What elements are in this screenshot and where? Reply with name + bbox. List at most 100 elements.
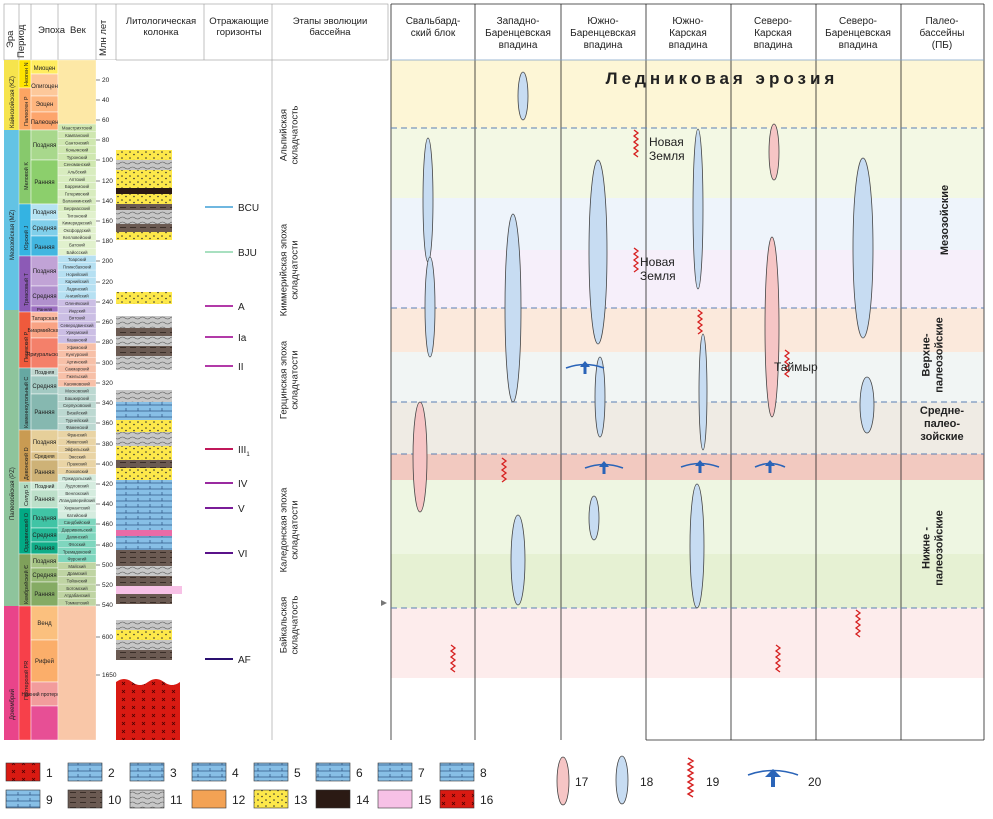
legend-swatch	[67, 762, 103, 782]
band-glacial	[391, 60, 984, 128]
period-label: Меловой K	[23, 162, 30, 190]
stratigraphic-table: Эра Период Эпоха Век Млн лет Литологичес…	[3, 3, 389, 741]
ma-tick: 40	[102, 97, 110, 104]
age-label: Туронский	[67, 155, 88, 160]
era-label: Докембрий	[9, 689, 16, 720]
legend-number: 9	[46, 793, 53, 807]
epoch-label: Ранняя	[37, 307, 53, 312]
legend-swatch	[439, 789, 475, 809]
ma-tick: 240	[102, 299, 113, 306]
blue-lens	[510, 514, 526, 606]
blue-lens	[424, 256, 436, 358]
age-label: Венлокский	[65, 491, 89, 496]
age-label: Ладинский	[66, 286, 88, 291]
lithology-column	[116, 150, 182, 740]
age-label: Уржумский	[66, 330, 88, 335]
blue-lens	[698, 333, 708, 451]
age-label: Пражский	[67, 462, 87, 467]
legend-swatch	[377, 762, 413, 782]
blue-lens	[588, 495, 600, 541]
epoch-label: Ранняя	[34, 546, 54, 552]
age-label: Уфимский	[67, 345, 88, 350]
horizon-label: BJU	[238, 248, 257, 259]
age-label: Норийский	[66, 272, 88, 277]
age-label: Тремадокский	[63, 549, 92, 554]
ma-tick: 300	[102, 360, 113, 367]
stage-hercynian: Герцинская эпохаскладчатости	[279, 340, 301, 419]
era-label: Мезозойская (MZ)	[9, 210, 16, 260]
legend-number: 14	[356, 793, 370, 807]
legend-number: 15	[418, 793, 432, 807]
epoch-label: Поздняя	[33, 269, 57, 275]
ma-tick: 500	[102, 562, 113, 569]
age-label: Драмский	[67, 571, 87, 576]
ma-tick: 200	[102, 258, 113, 265]
blue-lens	[692, 128, 704, 290]
period-label: Триасовый T	[23, 272, 30, 306]
header-ma: Млн лет	[98, 19, 109, 56]
squiggle-icon	[774, 644, 782, 673]
age-label: Касимовский	[64, 381, 90, 386]
age-label: Берриасский	[64, 206, 90, 211]
ma-tick: 540	[102, 602, 113, 609]
age-label: Титонский	[67, 213, 88, 218]
epoch-label: Ранняя	[34, 470, 54, 476]
era-label: Кайнозойская (KZ)	[9, 76, 16, 128]
blue-lens	[594, 356, 606, 438]
epoch-label: Ранняя	[34, 592, 54, 598]
stage-alpine: Альпийскаяскладчатость	[279, 105, 301, 164]
age-label: Лохковский	[66, 469, 89, 474]
age-label: Живетский	[66, 440, 88, 445]
paleobasin-middle-pz: Средне-палео-зойские	[920, 405, 965, 443]
age-label: Ботомский	[66, 586, 88, 591]
age-label: Дарривильский	[62, 527, 93, 532]
squiggle-icon	[854, 609, 862, 638]
period-label: Неоген N	[24, 62, 30, 86]
band-mesozoic	[391, 128, 984, 198]
stage-baikal: Байкальскаяскладчатость	[279, 595, 301, 654]
epoch-label: Нижний протерозой	[22, 691, 68, 698]
age-label: Сантонский	[65, 140, 89, 145]
uplift-arrow-icon	[584, 461, 624, 474]
age-label: Турнейский	[66, 418, 89, 423]
age-label: Северодвинский	[60, 323, 94, 328]
legend-number: 12	[232, 793, 246, 807]
uplift-arrow-icon	[680, 460, 720, 473]
epoch-label: Венд	[37, 621, 52, 627]
age-label: Катийский	[67, 513, 88, 518]
band-mesozoic	[391, 250, 984, 308]
horizon-label: III1	[238, 445, 250, 458]
paleobasin-mesozoic: Мезозойские	[939, 185, 951, 255]
legend-symbol: 17	[575, 775, 589, 789]
legend-number: 8	[480, 766, 487, 780]
glacial-erosion-label: Ледниковая эрозия	[606, 69, 839, 88]
age-label: Карнийский	[65, 279, 89, 284]
band-middle-pz	[391, 402, 984, 454]
pink-lens	[412, 401, 428, 513]
band-mesozoic	[391, 198, 984, 250]
age-label: Индский	[69, 308, 86, 313]
blue-lens	[588, 159, 608, 345]
header-litho: Литологическая колонка	[125, 16, 197, 38]
age-label: Тойонский	[67, 578, 88, 583]
legend-number: 5	[294, 766, 301, 780]
ma-tick: 520	[102, 582, 113, 589]
pointer-icon	[381, 600, 387, 606]
paleobasin-upper-pz: Верхне-палеозойские	[921, 317, 946, 392]
period-label: Пермский P	[23, 331, 30, 362]
legend-swatch	[5, 762, 41, 782]
age-label: Тоарский	[68, 257, 87, 262]
ma-tick: 600	[102, 634, 113, 641]
age-label: Фаменский	[66, 425, 89, 430]
age-label: Кимериджский	[62, 221, 92, 226]
column-header: Западно-Баренцевская впадина	[485, 16, 551, 51]
age-label: Альбский	[68, 170, 87, 175]
ma-tick: 460	[102, 521, 113, 528]
period-label: Каменноугольный C	[23, 377, 30, 428]
age-label: Маастрихтский	[62, 126, 93, 131]
ma-tick: 360	[102, 420, 113, 427]
age-label: Эмсский	[69, 454, 87, 459]
column-header: Свальбард-ский блок	[406, 15, 461, 39]
annotation-taimyr: Таймыр	[774, 360, 818, 374]
age-label: Флоский	[69, 542, 86, 547]
